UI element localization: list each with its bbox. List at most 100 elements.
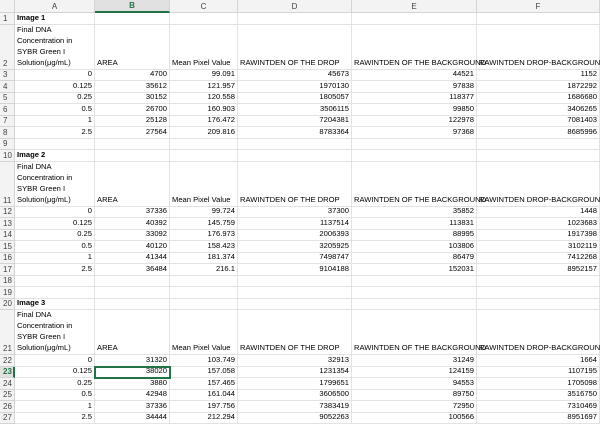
cell[interactable]: 1 [15, 115, 95, 127]
cell[interactable]: 72950 [352, 401, 477, 413]
cell[interactable]: 158.423 [170, 241, 238, 253]
cell[interactable]: 8952157 [477, 264, 600, 276]
cell[interactable]: 35852 [352, 206, 477, 218]
cell[interactable] [352, 287, 477, 299]
cell[interactable]: 0 [15, 355, 95, 367]
row-header[interactable]: 15 [0, 241, 15, 253]
cell[interactable]: 2006393 [238, 229, 352, 241]
row-header[interactable]: 4 [0, 81, 15, 93]
row-header[interactable]: 22 [0, 355, 15, 367]
cell[interactable]: 160.903 [170, 104, 238, 116]
cell[interactable]: RAWINTDEN DROP-BACKGROUND [477, 161, 600, 207]
cell[interactable] [170, 275, 238, 287]
cell[interactable]: 7204381 [238, 115, 352, 127]
cell[interactable] [95, 138, 170, 150]
cell[interactable] [477, 13, 600, 25]
cell[interactable]: 8685996 [477, 127, 600, 139]
cell[interactable]: 25128 [95, 115, 170, 127]
cell[interactable]: 3205925 [238, 241, 352, 253]
cell[interactable]: 99850 [352, 104, 477, 116]
cell[interactable]: RAWINTDEN OF THE BACKGROUND [352, 24, 486, 70]
row-header[interactable]: 9 [0, 138, 15, 150]
row-header[interactable]: 18 [0, 275, 15, 287]
cell[interactable]: 103806 [352, 241, 477, 253]
cell[interactable]: Final DNA Concentration in SYBR Green I Sol… [15, 24, 95, 70]
cell[interactable] [477, 298, 600, 310]
column-header[interactable]: B [95, 0, 170, 13]
cell[interactable]: 0.25 [15, 378, 95, 390]
cell[interactable]: 0.25 [15, 92, 95, 104]
cell[interactable]: 0.5 [15, 241, 95, 253]
cell[interactable]: 37336 [95, 206, 170, 218]
row-header[interactable]: 19 [0, 287, 15, 299]
cell[interactable]: 181.374 [170, 252, 238, 264]
cell[interactable]: 26700 [95, 104, 170, 116]
row-header[interactable]: 12 [0, 206, 15, 218]
row-header[interactable]: 10 [0, 150, 15, 162]
cell[interactable] [170, 138, 238, 150]
cell[interactable] [238, 275, 352, 287]
cell[interactable] [95, 13, 170, 25]
cell[interactable]: RAWINTDEN OF THE BACKGROUND [352, 310, 486, 355]
cell[interactable] [352, 150, 477, 162]
cell[interactable]: 88995 [352, 229, 477, 241]
column-header[interactable]: D [238, 0, 352, 13]
cell[interactable]: 157.058 [170, 366, 238, 378]
cell[interactable]: 42948 [95, 389, 170, 401]
cell[interactable]: 31320 [95, 355, 170, 367]
cell[interactable] [238, 287, 352, 299]
cell[interactable]: 0.5 [15, 389, 95, 401]
cell[interactable]: 176.973 [170, 229, 238, 241]
cell[interactable] [352, 138, 477, 150]
cell[interactable]: 0 [15, 206, 95, 218]
cell[interactable]: 2.5 [15, 127, 95, 139]
cell[interactable] [95, 287, 170, 299]
cell[interactable] [352, 275, 477, 287]
cell[interactable]: 7383419 [238, 401, 352, 413]
cell[interactable]: 34444 [95, 412, 170, 424]
cell[interactable]: 33092 [95, 229, 170, 241]
cell[interactable]: 0.25 [15, 229, 95, 241]
cell[interactable]: Image 3 [15, 298, 95, 310]
cell[interactable] [238, 138, 352, 150]
cell[interactable]: 1 [15, 401, 95, 413]
cell[interactable]: 94553 [352, 378, 477, 390]
cell[interactable]: AREA [95, 310, 170, 355]
cell[interactable]: 99.091 [170, 69, 238, 81]
cell[interactable]: 7498747 [238, 252, 352, 264]
cell[interactable]: 1231354 [238, 366, 352, 378]
cell[interactable]: 2.5 [15, 264, 95, 276]
cell[interactable]: Image 1 [15, 13, 95, 25]
cell[interactable]: 1137514 [238, 218, 352, 230]
column-header[interactable]: F [477, 0, 600, 13]
cell[interactable]: 118377 [352, 92, 477, 104]
cell[interactable]: Mean Pixel Value [170, 24, 238, 70]
cell[interactable]: 161.044 [170, 389, 238, 401]
cell[interactable]: Mean Pixel Value [170, 310, 238, 355]
row-header[interactable]: 2 [0, 24, 15, 70]
cell[interactable]: 40392 [95, 218, 170, 230]
cell[interactable]: RAWINTDEN OF THE DROP [238, 161, 352, 207]
cell[interactable]: 0.5 [15, 104, 95, 116]
cell[interactable]: 124159 [352, 366, 477, 378]
cell[interactable]: 38020 [94, 365, 171, 379]
cell[interactable]: 1970130 [238, 81, 352, 93]
cell[interactable]: 1 [15, 252, 95, 264]
row-header[interactable]: 13 [0, 218, 15, 230]
row-header[interactable]: 3 [0, 69, 15, 81]
cell[interactable]: Mean Pixel Value [170, 161, 238, 207]
cell[interactable] [477, 275, 600, 287]
cell[interactable]: 3606500 [238, 389, 352, 401]
cell[interactable]: 0.125 [15, 81, 95, 93]
cell[interactable]: 86479 [352, 252, 477, 264]
cell[interactable]: 4700 [95, 69, 170, 81]
cell[interactable]: 27564 [95, 127, 170, 139]
cell[interactable]: 97368 [352, 127, 477, 139]
cell[interactable]: RAWINTDEN OF THE DROP [238, 24, 352, 70]
cell[interactable]: 103.749 [170, 355, 238, 367]
cell[interactable]: 121.957 [170, 81, 238, 93]
cell[interactable]: RAWINTDEN OF THE BACKGROUND [352, 161, 486, 207]
row-header[interactable]: 24 [0, 378, 15, 390]
cell[interactable]: 176.472 [170, 115, 238, 127]
cell[interactable] [15, 287, 95, 299]
